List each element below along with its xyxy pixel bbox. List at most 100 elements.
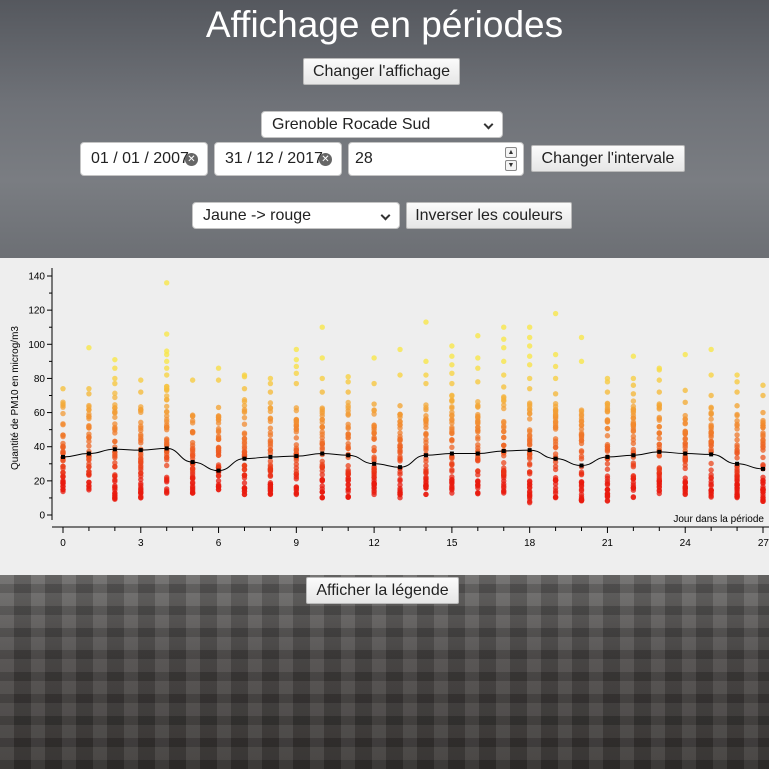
data-point bbox=[501, 418, 507, 425]
data-point bbox=[86, 402, 92, 409]
data-point bbox=[475, 333, 481, 339]
clear-start-date-icon[interactable]: ✕ bbox=[185, 153, 198, 166]
data-point bbox=[86, 424, 92, 431]
data-point bbox=[293, 465, 300, 471]
y-tick-label: 140 bbox=[28, 272, 45, 283]
data-point bbox=[708, 422, 714, 428]
data-point bbox=[371, 426, 377, 433]
mean-point bbox=[164, 446, 169, 451]
data-point bbox=[526, 375, 533, 382]
data-point bbox=[241, 372, 248, 378]
data-point bbox=[526, 427, 533, 433]
spin-up-icon[interactable]: ▲ bbox=[505, 147, 517, 158]
mean-point bbox=[631, 453, 636, 458]
spin-down-icon[interactable]: ▼ bbox=[505, 160, 517, 171]
data-point bbox=[423, 474, 429, 480]
data-point bbox=[423, 463, 429, 469]
data-point bbox=[164, 454, 170, 461]
data-point bbox=[293, 363, 300, 370]
data-point bbox=[345, 403, 351, 409]
data-point bbox=[423, 478, 429, 484]
data-point bbox=[682, 420, 688, 426]
data-point bbox=[708, 392, 714, 399]
data-point bbox=[526, 491, 533, 497]
change-display-button[interactable]: Changer l'affichage bbox=[303, 58, 460, 85]
data-point bbox=[371, 407, 377, 413]
chevron-down-icon bbox=[483, 119, 494, 130]
change-interval-button[interactable]: Changer l'intervale bbox=[531, 145, 685, 172]
data-point bbox=[501, 487, 507, 494]
data-point bbox=[112, 390, 118, 396]
data-point bbox=[630, 398, 637, 404]
data-point bbox=[86, 487, 92, 493]
end-date-input[interactable]: 31 / 12 / 2017 ✕ bbox=[214, 142, 342, 176]
data-point bbox=[604, 475, 611, 482]
data-point bbox=[397, 492, 403, 498]
station-select[interactable]: Grenoble Rocade Sud bbox=[261, 111, 503, 138]
page-title: Affichage en périodes bbox=[205, 4, 564, 45]
data-point bbox=[760, 498, 766, 505]
x-tick-label: 3 bbox=[138, 538, 144, 549]
data-point bbox=[371, 472, 377, 478]
data-point bbox=[267, 485, 274, 491]
data-point bbox=[578, 437, 585, 444]
data-point bbox=[552, 485, 559, 491]
data-point bbox=[708, 405, 714, 411]
data-point bbox=[241, 475, 248, 481]
end-date-value: 31 / 12 / 2017 bbox=[225, 150, 323, 167]
start-date-input[interactable]: 01 / 01 / 2007 ✕ bbox=[80, 142, 208, 176]
y-tick-label: 120 bbox=[28, 306, 45, 317]
color-scheme-select[interactable]: Jaune -> rouge bbox=[192, 202, 400, 229]
data-point bbox=[112, 414, 118, 420]
data-point bbox=[552, 495, 559, 501]
data-point bbox=[734, 379, 740, 385]
data-point bbox=[112, 356, 118, 363]
data-point bbox=[189, 439, 196, 446]
data-point bbox=[656, 405, 662, 411]
y-tick-label: 20 bbox=[34, 476, 46, 487]
clear-end-date-icon[interactable]: ✕ bbox=[319, 153, 332, 166]
data-point bbox=[423, 372, 429, 378]
data-point bbox=[449, 438, 455, 444]
data-point bbox=[164, 424, 170, 430]
data-point bbox=[552, 415, 559, 422]
data-point bbox=[215, 404, 222, 411]
data-point bbox=[630, 494, 637, 501]
data-point bbox=[449, 393, 455, 399]
data-point bbox=[319, 355, 325, 361]
data-point bbox=[86, 435, 92, 441]
data-point bbox=[501, 428, 507, 435]
data-point bbox=[604, 425, 611, 432]
data-point bbox=[604, 446, 611, 452]
number-spinner[interactable]: ▲ ▼ bbox=[505, 147, 517, 171]
data-point bbox=[526, 401, 533, 408]
data-point bbox=[734, 450, 740, 456]
data-point bbox=[345, 389, 351, 395]
data-point bbox=[682, 485, 688, 492]
data-point bbox=[164, 403, 170, 410]
data-point bbox=[371, 430, 377, 437]
data-point bbox=[319, 416, 325, 423]
data-point bbox=[345, 408, 351, 414]
data-point bbox=[449, 426, 455, 432]
data-point bbox=[630, 446, 637, 453]
invert-colors-button[interactable]: Inverser les couleurs bbox=[406, 202, 572, 229]
data-point bbox=[630, 375, 637, 382]
period-length-input[interactable]: 28 ▲ ▼ bbox=[348, 142, 524, 176]
data-point bbox=[760, 462, 766, 468]
data-point bbox=[656, 466, 662, 472]
data-point bbox=[449, 490, 455, 496]
data-point bbox=[164, 393, 170, 399]
period-length-value: 28 bbox=[355, 150, 373, 167]
data-point bbox=[682, 428, 688, 434]
data-point bbox=[397, 346, 403, 353]
mean-point bbox=[320, 451, 325, 456]
data-point bbox=[60, 450, 66, 457]
data-point bbox=[501, 442, 507, 449]
data-point bbox=[215, 426, 222, 432]
data-point bbox=[526, 478, 533, 484]
data-point bbox=[423, 470, 429, 476]
data-point bbox=[112, 365, 118, 371]
data-point bbox=[760, 392, 766, 399]
show-legend-button[interactable]: Afficher la légende bbox=[306, 577, 459, 604]
